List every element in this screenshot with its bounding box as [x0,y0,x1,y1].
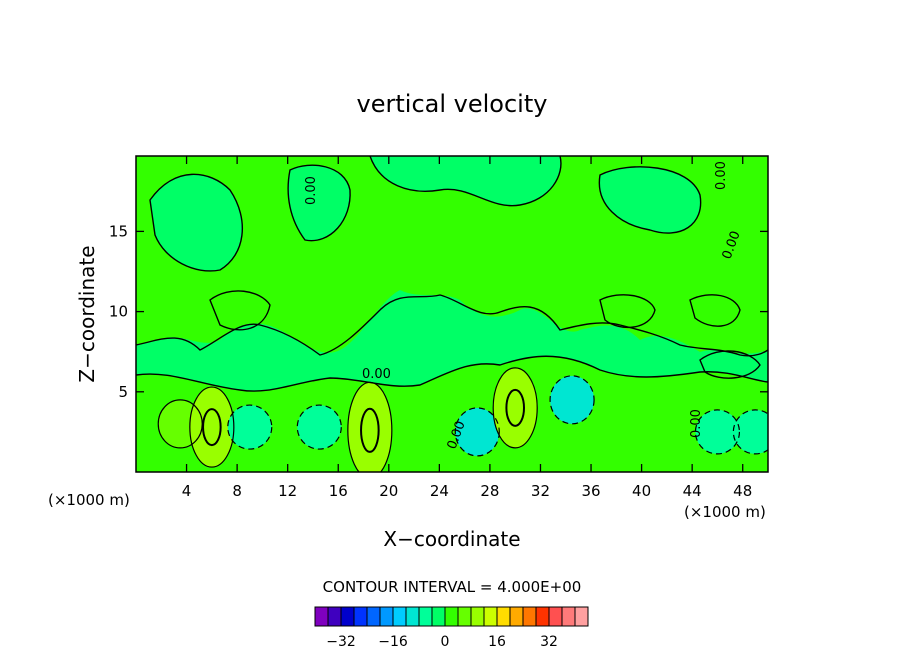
colorbar-swatch [522,606,537,627]
colorbar-swatch [379,606,394,627]
velocity-cell-core [360,407,380,453]
x-tick-label: 28 [480,482,499,500]
colorbar-tick-label: 16 [488,634,506,650]
velocity-cell-contour [296,404,342,450]
contour-interval-label: CONTOUR INTERVAL = 4.000E+00 [323,578,582,596]
contour-line [689,294,741,327]
contour-label: 0.00 [304,176,319,205]
y-tick-label: 15 [109,222,128,240]
colorbar-swatch [457,606,472,627]
colorbar-labels: −32 −16 0 16 32 [326,634,558,650]
velocity-cell [227,405,272,450]
colorbar-swatch [561,606,576,627]
upper-mid-region [288,165,351,241]
velocity-cell [455,407,500,456]
x-tick-label: 44 [683,482,702,500]
colorbar-tick-label: −16 [378,634,408,650]
velocity-cell-contour [732,409,768,455]
colorbar-swatch [353,606,368,627]
chart-title: vertical velocity [357,90,548,118]
y-tick-label: 10 [109,303,128,321]
x-axis-ticks: 4 8 12 16 20 24 28 32 36 40 44 48 [182,156,752,500]
contour-line [136,294,768,357]
contour-line [699,350,761,379]
colorbar-swatch [405,606,420,627]
colorbar-swatch [548,606,563,627]
velocity-cell-core [505,388,526,427]
plot-frame [135,155,769,473]
x-axis-label: X−coordinate [383,527,520,551]
velocity-cell-contour [492,367,538,449]
x-tick-label: 48 [733,482,752,500]
velocity-cell [297,405,342,450]
x-tick-label: 16 [329,482,348,500]
colorbar-swatch [340,606,355,627]
colorbar-swatch [574,606,589,627]
upper-right-region [599,166,701,234]
contour-label: 0.00 [689,409,704,438]
colorbar-swatch [444,606,459,627]
velocity-cell-contour [227,404,273,450]
x-tick-label: 24 [430,482,449,500]
colorbar-swatch [327,606,342,627]
velocity-cell [733,409,768,454]
colorbar-tick-label: 0 [441,634,450,650]
velocity-cell-contour [454,407,500,457]
colorbar-swatch [314,606,329,627]
colorbar [314,606,589,627]
x-tick-label: 40 [632,482,651,500]
velocity-cell [550,375,595,424]
contour-label: 0.00 [714,161,729,190]
contour-line [369,156,562,207]
x-tick-label: 36 [581,482,600,500]
x-tick-label: 12 [278,482,297,500]
contour-line [598,166,702,234]
velocity-cell-contour [549,375,595,425]
x-tick-label: 32 [531,482,550,500]
contour-line [209,290,271,331]
velocity-cell [347,382,392,472]
region-contours [157,367,768,472]
x-tick-label: 4 [182,482,192,500]
colorbar-swatch [470,606,485,627]
colorbar-swatch [509,606,524,627]
colorbar-tick-label: −32 [326,634,356,650]
colorbar-swatch [418,606,433,627]
colorbar-swatch [535,606,550,627]
y-axis-label: Z−coordinate [75,245,99,382]
contour-line [149,173,243,272]
y-axis-ticks: 5 10 15 [109,222,768,401]
contour-line [136,355,768,392]
velocity-cell-contour [189,386,235,468]
x-tick-label: 20 [379,482,398,500]
colorbar-swatch [366,606,381,627]
velocity-cell [189,387,234,468]
velocity-cell [493,367,538,448]
x-unit-left: (×1000 m) [48,491,130,509]
upper-left-region [150,174,243,271]
velocity-cell-contour [347,381,393,472]
y-tick-label: 5 [118,383,128,401]
velocity-cell-core [202,408,222,447]
colorbar-swatch [483,606,498,627]
x-tick-label: 8 [232,482,242,500]
colorbar-tick-label: 32 [540,634,558,650]
velocity-cell-contour [694,409,741,455]
colorbar-swatch [392,606,407,627]
x-unit-right: (×1000 m) [684,503,766,521]
colorbar-swatch [431,606,446,627]
contour-label: 0.00 [362,367,391,382]
upper-center-region [370,156,561,206]
colorbar-swatch [496,606,511,627]
velocity-cell [695,409,740,454]
contour-line [287,164,351,242]
contour-line [599,294,656,329]
